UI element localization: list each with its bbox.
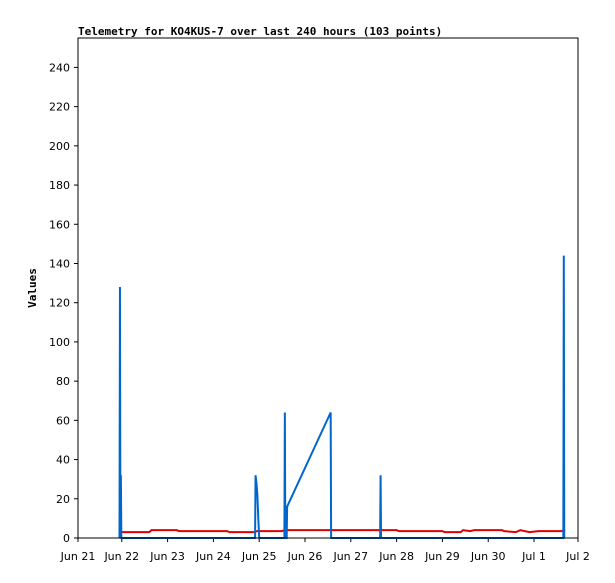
x-tick-label: Jun 23 — [149, 550, 185, 563]
x-tick-label: Jun 25 — [241, 550, 277, 563]
x-tick-label: Jun 29 — [424, 550, 460, 563]
y-axis-label: Values — [26, 268, 39, 308]
x-tick-label: Jun 30 — [470, 550, 506, 563]
x-tick-label: Jul 2 — [565, 550, 590, 563]
data-line — [121, 529, 566, 534]
x-tick-label: Jun 28 — [378, 550, 414, 563]
x-tick-label: Jun 24 — [195, 550, 231, 563]
y-tick-label: 240 — [49, 61, 70, 74]
chart-title: Telemetry for KO4KUS-7 over last 240 hou… — [78, 25, 442, 38]
y-tick-label: 220 — [49, 101, 70, 114]
y-tick-label: 180 — [49, 179, 70, 192]
y-tick-label: 120 — [49, 297, 70, 310]
y-tick-label: 160 — [49, 218, 70, 231]
y-tick-label: 40 — [56, 454, 70, 467]
y-tick-label: 200 — [49, 140, 70, 153]
data-line — [118, 255, 566, 539]
y-tick-label: 80 — [56, 375, 70, 388]
x-tick-label: Jun 27 — [332, 550, 368, 563]
x-tick-label: Jun 21 — [60, 550, 96, 563]
y-tick-label: 60 — [56, 414, 70, 427]
y-tick-label: 0 — [63, 532, 70, 545]
x-tick-label: Jun 22 — [103, 550, 139, 563]
y-tick-label: 140 — [49, 257, 70, 270]
y-tick-label: 20 — [56, 493, 70, 506]
x-tick-label: Jun 26 — [287, 550, 323, 563]
y-tick-label: 100 — [49, 336, 70, 349]
plot-frame — [77, 37, 579, 539]
x-tick-label: Jul 1 — [521, 550, 546, 563]
